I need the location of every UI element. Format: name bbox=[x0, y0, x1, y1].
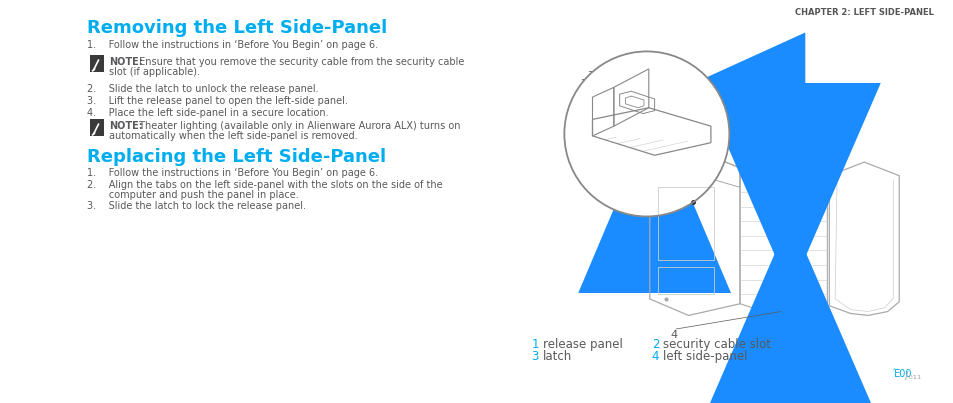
Text: 1.    Follow the instructions in ‘Before You Begin’ on page 6.: 1. Follow the instructions in ‘Before Yo… bbox=[87, 40, 377, 50]
Text: 4: 4 bbox=[670, 330, 677, 340]
Text: release panel: release panel bbox=[542, 338, 622, 351]
Text: 1: 1 bbox=[531, 338, 538, 351]
Text: 2: 2 bbox=[579, 79, 586, 89]
Text: 2: 2 bbox=[651, 338, 659, 351]
Text: /₀₁₁: /₀₁₁ bbox=[904, 372, 921, 381]
Text: automatically when the left side-panel is removed.: automatically when the left side-panel i… bbox=[109, 131, 357, 141]
Text: 3.    Lift the release panel to open the left-side panel.: 3. Lift the release panel to open the le… bbox=[87, 96, 347, 106]
Text: 4: 4 bbox=[651, 350, 659, 364]
Text: Ensure that you remove the security cable from the security cable: Ensure that you remove the security cabl… bbox=[136, 57, 464, 67]
Bar bbox=[90, 119, 104, 136]
Text: 2.    Align the tabs on the left side-panel with the slots on the side of the: 2. Align the tabs on the left side-panel… bbox=[87, 180, 442, 189]
Bar bbox=[657, 187, 713, 260]
Text: 4.    Place the left side-panel in a secure location.: 4. Place the left side-panel in a secure… bbox=[87, 108, 328, 118]
Text: 1.    Follow the instructions in ‘Before You Begin’ on page 6.: 1. Follow the instructions in ‘Before Yo… bbox=[87, 168, 377, 178]
Text: 2.    Slide the latch to unlock the release panel.: 2. Slide the latch to unlock the release… bbox=[87, 85, 318, 94]
Bar bbox=[657, 267, 713, 294]
Text: NOTE:: NOTE: bbox=[109, 121, 143, 131]
Text: CHAPTER 2: LEFT SIDE-PANEL: CHAPTER 2: LEFT SIDE-PANEL bbox=[795, 8, 933, 17]
Text: 3: 3 bbox=[587, 71, 594, 81]
Text: 3.    Slide the latch to lock the release panel.: 3. Slide the latch to lock the release p… bbox=[87, 201, 306, 211]
Circle shape bbox=[564, 52, 729, 216]
Text: Removing the Left Side-Panel: Removing the Left Side-Panel bbox=[87, 19, 387, 37]
Text: 1: 1 bbox=[569, 120, 576, 130]
Text: 3: 3 bbox=[531, 350, 538, 364]
Text: Theater lighting (available only in Alienware Aurora ALX) turns on: Theater lighting (available only in Alie… bbox=[136, 121, 460, 131]
Text: NOTE:: NOTE: bbox=[109, 57, 143, 67]
Text: latch: latch bbox=[542, 350, 572, 364]
Text: Έ00: Έ00 bbox=[891, 370, 911, 380]
Text: computer and push the panel in place.: computer and push the panel in place. bbox=[87, 190, 298, 200]
Text: slot (if applicable).: slot (if applicable). bbox=[109, 67, 200, 77]
Text: security cable slot: security cable slot bbox=[662, 338, 771, 351]
Text: Replacing the Left Side-Panel: Replacing the Left Side-Panel bbox=[87, 148, 386, 166]
Text: left side-panel: left side-panel bbox=[662, 350, 747, 364]
Bar bbox=[90, 55, 104, 72]
